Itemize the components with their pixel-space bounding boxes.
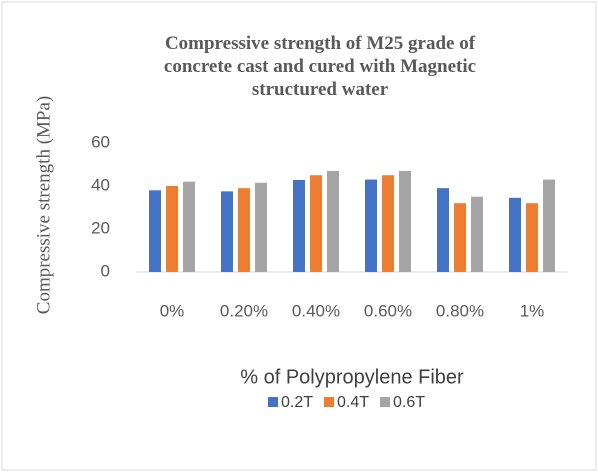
bar (365, 179, 377, 272)
bar (399, 170, 411, 272)
bar (471, 196, 483, 272)
bar (437, 188, 449, 272)
x-tick-label: 0.80% (436, 301, 484, 320)
chart-title: Compressive strength of M25 grade of con… (163, 33, 477, 100)
x-tick-label: 0.20% (220, 301, 268, 320)
bar (183, 181, 195, 272)
bar (526, 203, 538, 272)
y-axis-title: Compressive strength (MPa) (33, 96, 54, 314)
bar (310, 175, 322, 272)
bar (543, 179, 555, 272)
bar (293, 179, 305, 272)
bar (509, 197, 521, 272)
x-tick-label: 1% (520, 301, 545, 320)
bar (238, 188, 250, 272)
bar (255, 182, 267, 272)
x-tick-label: 0.60% (364, 301, 412, 320)
bar (166, 186, 178, 272)
legend-swatch (324, 397, 334, 407)
y-tick-label: 60 (91, 132, 110, 151)
x-tick-label: 0.40% (292, 301, 340, 320)
legend-label: 0.2T (281, 394, 313, 411)
bar (382, 175, 394, 272)
x-axis-title: % of Polypropylene Fiber (240, 366, 464, 388)
bar (454, 203, 466, 272)
legend-label: 0.6T (393, 394, 425, 411)
y-tick-label: 40 (91, 175, 110, 194)
legend-swatch (380, 397, 390, 407)
y-tick-label: 0 (101, 261, 110, 280)
x-tick-label: 0% (160, 301, 185, 320)
y-tick-label: 20 (91, 218, 110, 237)
legend-label: 0.4T (337, 394, 369, 411)
bar (149, 190, 161, 272)
bar (221, 191, 233, 272)
bar (327, 170, 339, 272)
legend-swatch (268, 397, 278, 407)
